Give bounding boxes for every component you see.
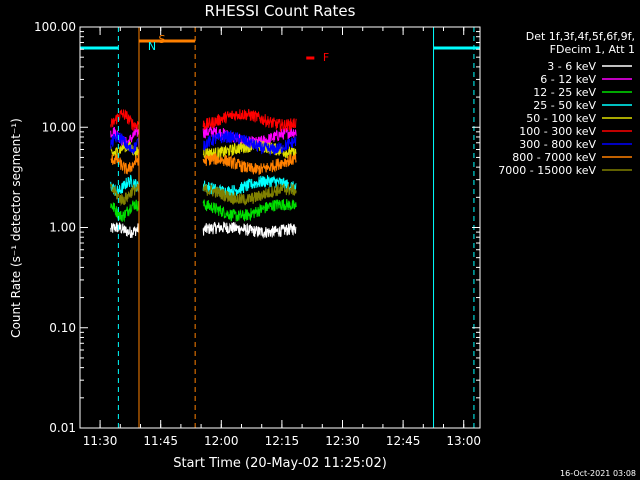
series-line-300-800-kev — [110, 129, 297, 156]
y-tick-label: 0.01 — [49, 421, 76, 435]
timestamp: 16-Oct-2021 03:08 — [560, 469, 636, 478]
legend-entry-label: 50 - 100 keV — [526, 112, 596, 125]
chart-title: RHESSI Count Rates — [205, 2, 356, 20]
x-tick-label: 12:30 — [325, 434, 360, 448]
legend-entry-label: 12 - 25 keV — [533, 86, 596, 99]
series-line-7000-15000-kev — [110, 182, 297, 207]
legend-entry-label: 800 - 7000 keV — [512, 151, 596, 164]
legend-entry-label: 6 - 12 keV — [540, 73, 596, 86]
legend-header-line-2: FDecim 1, Att 1 — [550, 43, 635, 56]
legend: Det 1f,3f,4f,5f,6f,9f, FDecim 1, Att 1 3… — [498, 30, 635, 177]
plot-content: NS F — [79, 27, 480, 428]
y-axis-label: Count Rate (s⁻¹ detector segment⁻¹) — [9, 118, 23, 338]
x-axis-label: Start Time (20-May-02 11:25:02) — [173, 456, 387, 471]
interval-label-F: F — [323, 51, 329, 64]
series-line-100-300-kev — [110, 108, 297, 133]
y-tick-label: 0.10 — [49, 321, 76, 335]
x-tick-label: 12:15 — [265, 434, 300, 448]
interval-label-N: N — [148, 40, 156, 53]
axes: 11:30 11:45 12:00 12:15 12:30 12:45 13:00 100.0… — [34, 20, 481, 448]
legend-entry-label: 7000 - 15000 keV — [498, 164, 596, 177]
x-tick-label: 13:00 — [446, 434, 481, 448]
x-tick-label: 12:45 — [386, 434, 421, 448]
legend-entry-label: 100 - 300 keV — [519, 125, 596, 138]
legend-header-line-1: Det 1f,3f,4f,5f,6f,9f, — [526, 30, 635, 43]
legend-entry-label: 300 - 800 keV — [519, 138, 596, 151]
series-line-800-7000-kev — [110, 152, 297, 175]
x-tick-label: 11:30 — [83, 434, 118, 448]
series-line-3-6-kev — [110, 221, 297, 239]
legend-entry-label: 25 - 50 keV — [533, 99, 596, 112]
x-tick-label: 12:00 — [204, 434, 239, 448]
legend-entry-label: 3 - 6 keV — [547, 60, 596, 73]
y-tick-label: 10.00 — [42, 120, 76, 134]
y-tick-label: 100.00 — [34, 20, 76, 34]
x-tick-label: 11:45 — [143, 434, 178, 448]
y-tick-label: 1.00 — [49, 221, 76, 235]
interval-label-S: S — [159, 33, 166, 46]
series-line-12-25-kev — [110, 199, 297, 223]
